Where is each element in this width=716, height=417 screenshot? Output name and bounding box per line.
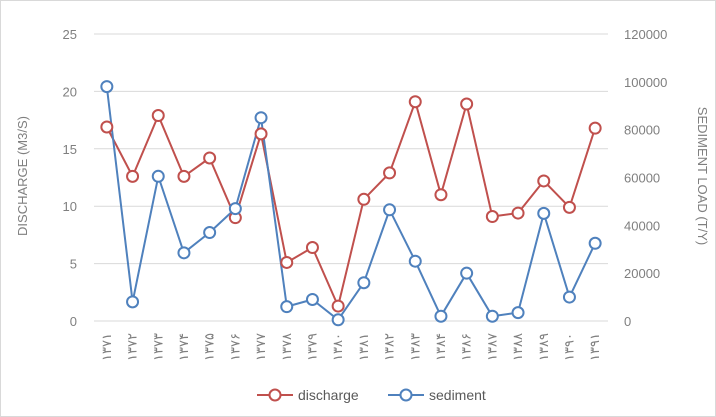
data-point-sediment: [100, 80, 114, 94]
data-point-sediment: [537, 206, 551, 220]
right-tick-label: 60000: [624, 171, 660, 186]
series-line-sediment: [105, 86, 597, 321]
grid-lines: [94, 33, 608, 322]
x-tick-label: ۱۳۷۱: [99, 333, 114, 361]
x-tick-label: ۱۳۸۰: [330, 333, 345, 361]
x-axis-tick-labels: ۱۳۷۱ ۱۳۷۲ ۱۳۷۳ ۱۳۷۴ ۱۳۷۵ ۱۳۷۶ ۱۳۷۷ ۱۳۷۸ ۱۳۷۹ ۱۳۸۰…: [99, 333, 602, 361]
data-point-discharge: [588, 121, 602, 135]
data-point-discharge: [383, 166, 397, 180]
data-point-sediment: [511, 306, 525, 320]
x-tick-label: ۱۳۹۱: [587, 333, 602, 361]
x-tick-label: ۱۳۸۹: [536, 333, 551, 361]
data-point-sediment: [151, 169, 165, 183]
right-axis-tick-labels: 0 20000 40000 60000 80000 100000 120000: [624, 27, 667, 329]
series-markers: [100, 80, 602, 327]
series-lines: [105, 86, 597, 321]
data-point-sediment: [228, 202, 242, 216]
legend-label-discharge: discharge: [298, 387, 359, 403]
legend-label-sediment: sediment: [429, 387, 486, 403]
series-line-discharge: [105, 100, 597, 308]
x-tick-label: ۱۳۷۶: [227, 333, 242, 361]
data-point-discharge: [485, 210, 499, 224]
data-point-sediment: [408, 254, 422, 268]
left-tick-label: 20: [63, 84, 77, 99]
left-tick-label: 15: [63, 142, 77, 157]
x-tick-label: ۱۳۸۱: [356, 333, 371, 361]
x-tick-label: ۱۳۸۶: [459, 333, 474, 361]
data-point-discharge: [537, 174, 551, 188]
right-axis-title: SEDIMENT LOAD (T/Y): [695, 107, 710, 245]
data-point-sediment: [357, 276, 371, 290]
data-point-sediment: [331, 313, 345, 327]
data-point-discharge: [562, 200, 576, 214]
data-point-discharge: [357, 192, 371, 206]
x-tick-label: ۱۳۸۲: [382, 333, 397, 361]
right-tick-label: 100000: [624, 75, 667, 90]
data-point-sediment: [562, 290, 576, 304]
right-tick-label: 0: [624, 314, 631, 329]
data-point-sediment: [434, 309, 448, 323]
right-tick-label: 40000: [624, 218, 660, 233]
data-point-discharge: [203, 151, 217, 165]
x-tick-label: ۱۳۷۵: [202, 333, 217, 361]
x-tick-label: ۱۳۷۴: [176, 333, 191, 361]
data-point-sediment: [280, 300, 294, 314]
x-tick-label: ۱۳۷۲: [125, 333, 140, 361]
legend-item-discharge: discharge: [257, 387, 359, 403]
data-point-discharge: [100, 120, 114, 134]
data-point-sediment: [305, 292, 319, 306]
data-point-discharge: [126, 169, 140, 183]
data-point-discharge: [177, 169, 191, 183]
legend-marker-sediment: [399, 388, 413, 402]
right-tick-label: 80000: [624, 123, 660, 138]
data-point-discharge: [254, 127, 268, 141]
data-point-discharge: [408, 95, 422, 109]
x-tick-label: ۱۳۹۰: [561, 333, 576, 361]
data-point-sediment: [460, 266, 474, 280]
x-tick-label: ۱۳۸۴: [433, 333, 448, 361]
right-tick-label: 20000: [624, 266, 660, 281]
data-point-discharge: [280, 255, 294, 269]
left-axis-tick-labels: 0 5 10 15 20 25: [63, 27, 77, 329]
x-tick-label: ۱۳۷۸: [279, 333, 294, 361]
data-point-discharge: [305, 241, 319, 255]
data-point-discharge: [434, 188, 448, 202]
data-point-discharge: [151, 109, 165, 123]
data-point-sediment: [588, 236, 602, 250]
left-tick-label: 5: [70, 257, 77, 272]
data-point-sediment: [383, 203, 397, 217]
legend: discharge sediment: [257, 387, 486, 403]
right-tick-label: 120000: [624, 27, 667, 42]
data-point-sediment: [177, 246, 191, 260]
x-tick-label: ۱۳۷۷: [253, 333, 268, 361]
x-tick-label: ۱۳۸۷: [484, 333, 499, 361]
data-point-sediment: [254, 111, 268, 125]
data-point-discharge: [511, 206, 525, 220]
data-point-sediment: [203, 226, 217, 240]
data-point-sediment: [126, 295, 140, 309]
x-tick-label: ۱۳۷۳: [150, 333, 165, 361]
left-tick-label: 0: [70, 314, 77, 329]
data-point-discharge: [460, 97, 474, 111]
left-axis-title: DISCHARGE (M3/S): [15, 116, 30, 236]
x-tick-label: ۱۳۸۳: [407, 333, 422, 361]
data-point-discharge: [331, 299, 345, 313]
legend-item-sediment: sediment: [388, 387, 486, 403]
data-point-sediment: [485, 309, 499, 323]
left-tick-label: 10: [63, 199, 77, 214]
x-tick-label: ۱۳۷۹: [304, 333, 319, 361]
left-tick-label: 25: [63, 27, 77, 42]
legend-marker-discharge: [268, 388, 282, 402]
x-tick-label: ۱۳۸۸: [510, 333, 525, 361]
